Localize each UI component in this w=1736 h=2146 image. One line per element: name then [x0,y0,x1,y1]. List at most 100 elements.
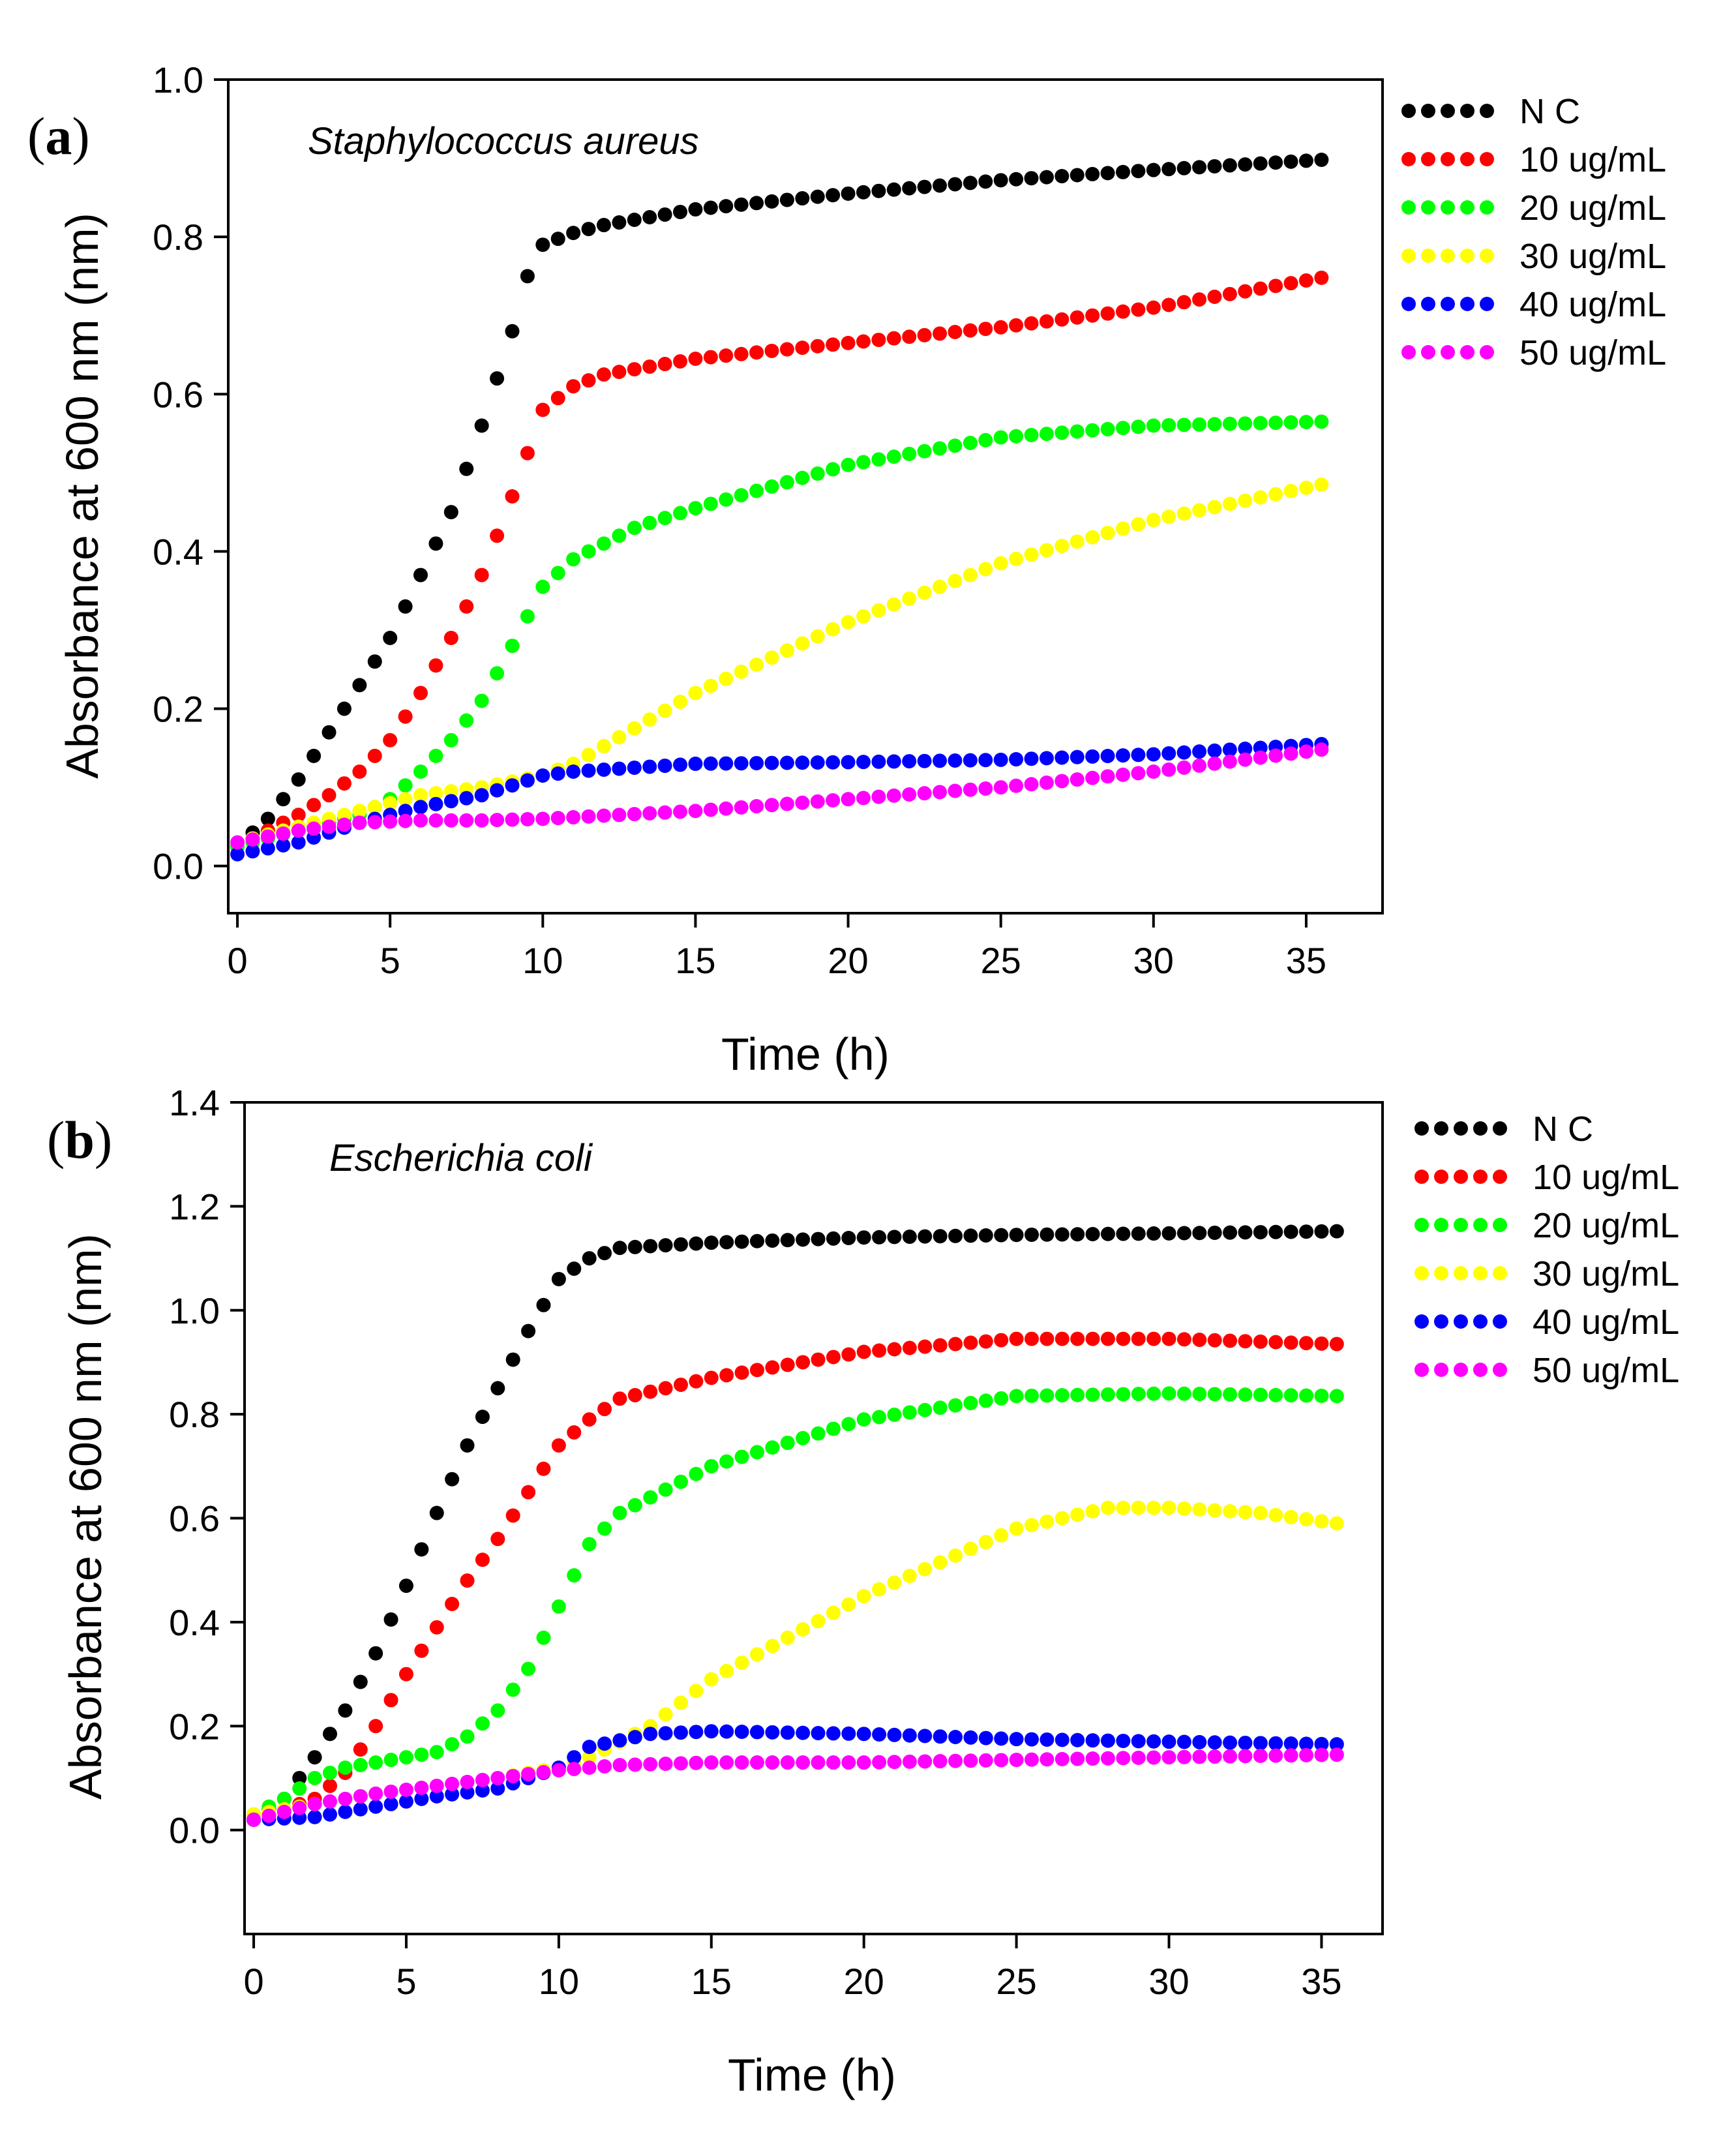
data-point [871,603,886,618]
legend-label: 50 ug/mL [1519,333,1666,372]
data-point [597,1759,612,1774]
data-point [1329,1337,1344,1352]
data-point [1070,1387,1085,1402]
legend-label: 20 ug/mL [1519,189,1666,228]
data-point [657,758,672,773]
data-point [1238,1387,1253,1402]
data-point [352,678,367,693]
legend-swatch-dot [1473,1314,1488,1329]
data-point [490,371,505,386]
legend-item: 30 ug/mL [1401,237,1666,276]
data-point [474,567,489,582]
data-point [703,496,718,511]
data-point [1176,1332,1191,1347]
data-point [978,174,993,189]
data-point [1176,1749,1191,1764]
data-point [918,1339,933,1354]
data-point [567,1262,582,1276]
data-point [383,631,398,646]
data-point [704,1235,719,1250]
legend-swatch-dot [1414,1170,1429,1184]
data-point [764,479,779,494]
panel-b: (b) Escherichia coli 0 5 10 15 20 25 30 35 0.00… [47,1082,1679,2100]
data-point [734,488,749,503]
data-point [582,1750,597,1765]
data-point [810,466,825,481]
data-point [307,748,322,763]
data-point [460,1729,475,1744]
data-point [1298,480,1313,495]
series-10-ug-ml [247,1331,1344,1827]
data-point [1070,1227,1085,1242]
data-point [643,1490,658,1505]
data-point [260,811,275,826]
data-point [245,832,260,847]
x-tick-label: 30 [1133,940,1174,981]
data-point [826,188,841,203]
data-point [1222,754,1237,769]
y-tick-label: 0.6 [153,374,203,415]
data-point [383,814,398,829]
data-point [490,1703,505,1718]
data-point [963,1541,978,1556]
data-point [1040,1732,1055,1747]
data-point [1314,1336,1329,1351]
panel-a: (a) Staphylococcus aureus 0 5 10 15 20 25 30 35… [27,59,1666,1080]
data-point [780,1233,795,1248]
legend-b: N C 10 ug/mL 20 ug/mL 30 ug/mL 40 ug/mL 50 ug… [1414,1110,1679,1390]
data-point [886,449,901,464]
data-point [643,1727,658,1742]
data-point [917,786,932,801]
legend-swatch-dot [1414,1314,1429,1329]
data-point [1176,295,1191,310]
data-point [841,1230,856,1245]
data-point [475,1783,490,1798]
data-point [917,327,932,342]
data-point [673,204,688,219]
data-point [550,811,565,826]
data-point [948,1337,963,1352]
data-point [398,1782,413,1797]
data-point [1268,1387,1283,1402]
data-point [429,1789,444,1804]
data-point [1146,1734,1161,1749]
data-point [292,1781,307,1796]
data-point [1192,758,1207,773]
legend-item: 40 ug/mL [1401,285,1666,324]
data-point [871,183,886,198]
data-point [1161,1500,1176,1515]
data-point [567,1568,582,1583]
data-point [1146,418,1161,433]
data-point [398,804,413,819]
data-point [1238,157,1253,172]
legend-swatch-dot [1421,249,1435,263]
data-point [1192,417,1207,432]
data-point [1314,1514,1329,1529]
legend-swatch-dot [1493,1363,1507,1377]
data-point [688,202,703,217]
data-point [474,418,489,433]
x-tick-label: 5 [396,1961,416,2002]
data-point [886,754,901,769]
legend-swatch-dot [1421,297,1435,311]
data-point [673,1695,688,1710]
legend-label: 40 ug/mL [1533,1303,1679,1342]
data-point [1299,1388,1314,1403]
data-point [535,768,550,783]
data-point [871,333,886,348]
data-point [1085,530,1100,545]
data-point [1024,1331,1039,1346]
data-point [1039,427,1054,442]
data-point [856,1727,871,1742]
data-point [367,815,382,830]
data-point [917,444,932,459]
data-point [796,1622,811,1637]
legend-swatch-dot [1414,1363,1429,1377]
data-point [383,733,398,748]
data-point [886,331,901,346]
data-point [1085,770,1100,785]
data-point [475,1772,490,1787]
data-point [1131,164,1146,179]
data-point [490,1532,505,1547]
data-point [856,185,871,200]
